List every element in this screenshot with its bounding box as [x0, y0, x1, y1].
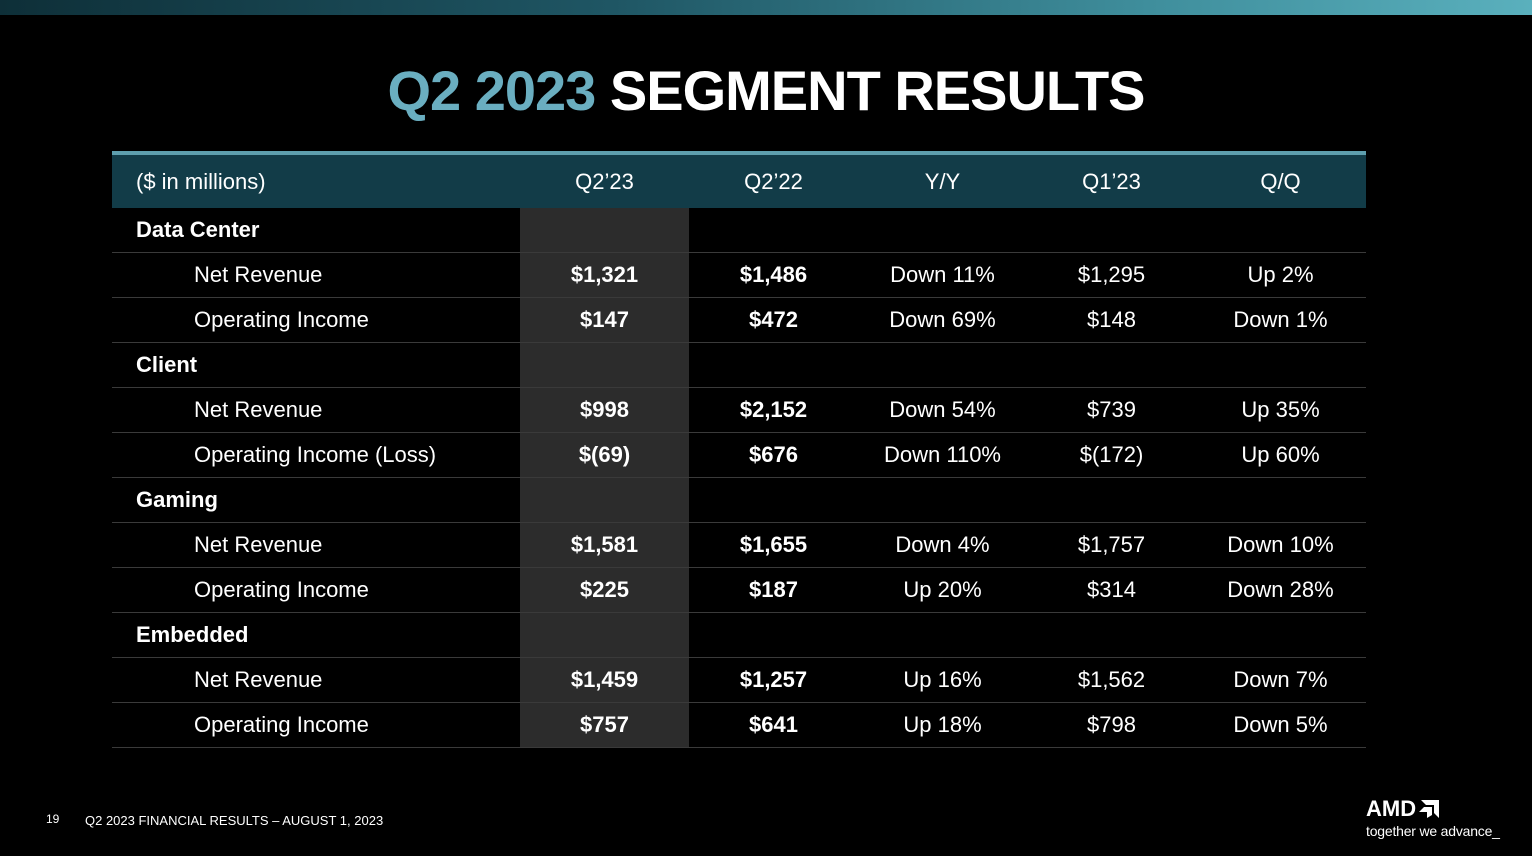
cell-q1-23: $314: [1087, 577, 1136, 602]
cell-q2-23: $1,581: [520, 523, 689, 567]
cell-qq: Up 2%: [1247, 262, 1314, 287]
cell-q2-23: $1,459: [520, 658, 689, 702]
cell-q2-22: $187: [749, 577, 798, 602]
cell-qq: Down 7%: [1233, 667, 1328, 692]
segment-name: Embedded: [136, 622, 249, 647]
title-accent: Q2 2023: [387, 59, 596, 122]
row-label: Net Revenue: [194, 262, 323, 287]
segment-name: Client: [136, 352, 198, 377]
amd-logo: AMD together we advance_: [1366, 798, 1516, 842]
row-label: Net Revenue: [194, 667, 323, 692]
amd-arrow-icon: [1419, 800, 1440, 818]
page-number: 19: [46, 812, 60, 826]
cell-q1-23: $1,757: [1077, 532, 1146, 557]
segment-row-embedded: Embedded: [112, 613, 1366, 658]
cell-yy: Down 4%: [895, 532, 990, 557]
segment-name: Gaming: [136, 487, 218, 512]
cell-q2-23: $1,321: [520, 253, 689, 297]
cell-q1-23: $1,562: [1077, 667, 1146, 692]
cell-qq: Down 5%: [1233, 712, 1328, 737]
segment-row-gaming: Gaming: [112, 478, 1366, 523]
table-header: ($ in millions) Q2’23 Q2’22 Y/Y Q1’23 Q/…: [112, 151, 1366, 208]
row-label: Operating Income: [194, 307, 369, 332]
table-row: Operating Income $225 $187 Up 20% $314 D…: [112, 568, 1366, 613]
slide-title: Q2 2023 SEGMENT RESULTS: [0, 58, 1532, 123]
cell-qq: Up 35%: [1241, 397, 1320, 422]
table-row: Net Revenue $1,459 $1,257 Up 16% $1,562 …: [112, 658, 1366, 703]
cell-yy: Down 11%: [890, 262, 995, 287]
cell-yy: Down 110%: [884, 442, 1001, 467]
cell-qq: Up 60%: [1241, 442, 1320, 467]
header-yy: Y/Y: [924, 168, 961, 194]
cell-q2-22: $1,655: [739, 532, 808, 557]
cell-q1-23: $(172): [1079, 442, 1144, 467]
cell-q2-23: $(69): [520, 433, 689, 477]
cell-q2-22: $1,257: [739, 667, 808, 692]
row-label: Net Revenue: [194, 397, 323, 422]
cell-q2-22: $1,486: [739, 262, 808, 287]
row-label: Net Revenue: [194, 532, 323, 557]
highlight-cell: [520, 208, 689, 252]
table-row: Operating Income $147 $472 Down 69% $148…: [112, 298, 1366, 343]
highlight-cell: [520, 343, 689, 387]
cell-qq: Down 28%: [1227, 577, 1334, 602]
header-units: ($ in millions): [136, 168, 266, 194]
cell-q1-23: $148: [1087, 307, 1136, 332]
cell-qq: Down 10%: [1227, 532, 1334, 557]
table-row: Net Revenue $1,581 $1,655 Down 4% $1,757…: [112, 523, 1366, 568]
cell-q1-23: $739: [1087, 397, 1136, 422]
segment-name: Data Center: [136, 217, 260, 242]
cell-q2-23: $998: [520, 388, 689, 432]
cell-q2-22: $472: [749, 307, 798, 332]
table-row: Net Revenue $1,321 $1,486 Down 11% $1,29…: [112, 253, 1366, 298]
segment-results-table: ($ in millions) Q2’23 Q2’22 Y/Y Q1’23 Q/…: [112, 151, 1366, 748]
tagline: together we advance_: [1366, 823, 1500, 839]
footer-text: Q2 2023 FINANCIAL RESULTS – AUGUST 1, 20…: [85, 813, 384, 828]
table-row: Net Revenue $998 $2,152 Down 54% $739 Up…: [112, 388, 1366, 433]
cell-q2-23: $757: [520, 703, 689, 747]
table-row: Operating Income (Loss) $(69) $676 Down …: [112, 433, 1366, 478]
cell-yy: Down 69%: [889, 307, 996, 332]
cell-q2-23: $225: [520, 568, 689, 612]
cell-q1-23: $1,295: [1077, 262, 1146, 287]
logo-text: AMD: [1366, 796, 1417, 821]
header-qq: Q/Q: [1260, 168, 1301, 194]
header-q2-23: Q2’23: [575, 168, 634, 194]
segment-row-client: Client: [112, 343, 1366, 388]
cell-yy: Up 20%: [903, 577, 982, 602]
cell-q2-22: $641: [749, 712, 798, 737]
row-label: Operating Income: [194, 577, 369, 602]
cell-qq: Down 1%: [1233, 307, 1328, 332]
row-label: Operating Income (Loss): [194, 442, 437, 467]
header-q1-23: Q1’23: [1082, 168, 1141, 194]
highlight-cell: [520, 613, 689, 657]
cell-q2-22: $2,152: [739, 397, 808, 422]
highlight-cell: [520, 478, 689, 522]
cell-q1-23: $798: [1087, 712, 1136, 737]
cell-yy: Down 54%: [889, 397, 996, 422]
cell-yy: Up 18%: [903, 712, 982, 737]
table-row: Operating Income $757 $641 Up 18% $798 D…: [112, 703, 1366, 748]
cell-yy: Up 16%: [903, 667, 982, 692]
title-rest: SEGMENT RESULTS: [609, 59, 1146, 122]
cell-q2-22: $676: [749, 442, 798, 467]
top-gradient-bar: [0, 0, 1532, 15]
segment-row-data-center: Data Center: [112, 208, 1366, 253]
row-label: Operating Income: [194, 712, 369, 737]
header-q2-22: Q2’22: [744, 168, 803, 194]
cell-q2-23: $147: [520, 298, 689, 342]
